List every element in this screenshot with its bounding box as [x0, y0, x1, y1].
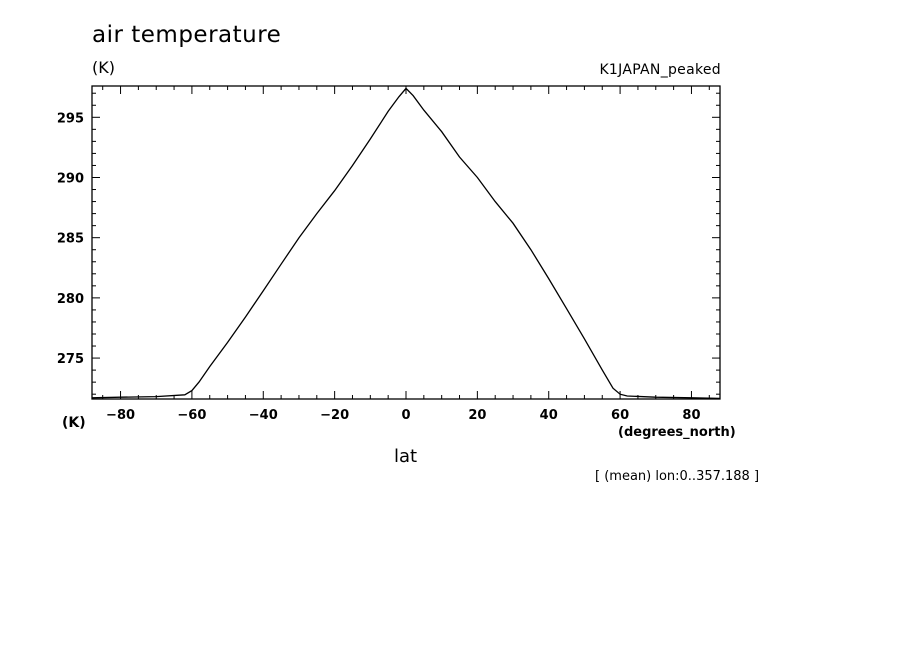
y-units-label-bottom: (K) [62, 415, 86, 431]
x-tick-label: 80 [682, 408, 700, 423]
x-axis-label: lat [394, 446, 418, 467]
y-tick-label: 295 [57, 111, 84, 126]
y-tick-label: 285 [57, 232, 84, 247]
series-line [91, 87, 721, 400]
dataset-name: K1JAPAN_peaked [599, 62, 721, 78]
x-tick-label: −60 [177, 408, 206, 423]
y-tick-label: 280 [57, 292, 84, 307]
chart-title: air temperature [92, 22, 282, 48]
x-tick-label: 40 [540, 408, 558, 423]
x-tick-label: 20 [468, 408, 486, 423]
x-tick-label: 0 [401, 408, 410, 423]
x-tick-label: −80 [106, 408, 135, 423]
x-tick-label: 60 [611, 408, 629, 423]
y-tick-label: 290 [57, 171, 84, 186]
axis-ticks [92, 86, 720, 399]
y-units-label: (K) [92, 58, 115, 77]
x-tick-label: −20 [320, 408, 349, 423]
plot-frame [91, 85, 721, 400]
x-units-label: (degrees_north) [618, 425, 736, 440]
averaging-note: [ (mean) lon:0..357.188 ] [595, 469, 760, 484]
x-tick-label: −40 [249, 408, 278, 423]
y-tick-label: 275 [57, 352, 84, 367]
axis-tick-labels: −80 −60 −40 −20 0 20 40 60 80 275 280 285 290 295 [57, 111, 701, 423]
